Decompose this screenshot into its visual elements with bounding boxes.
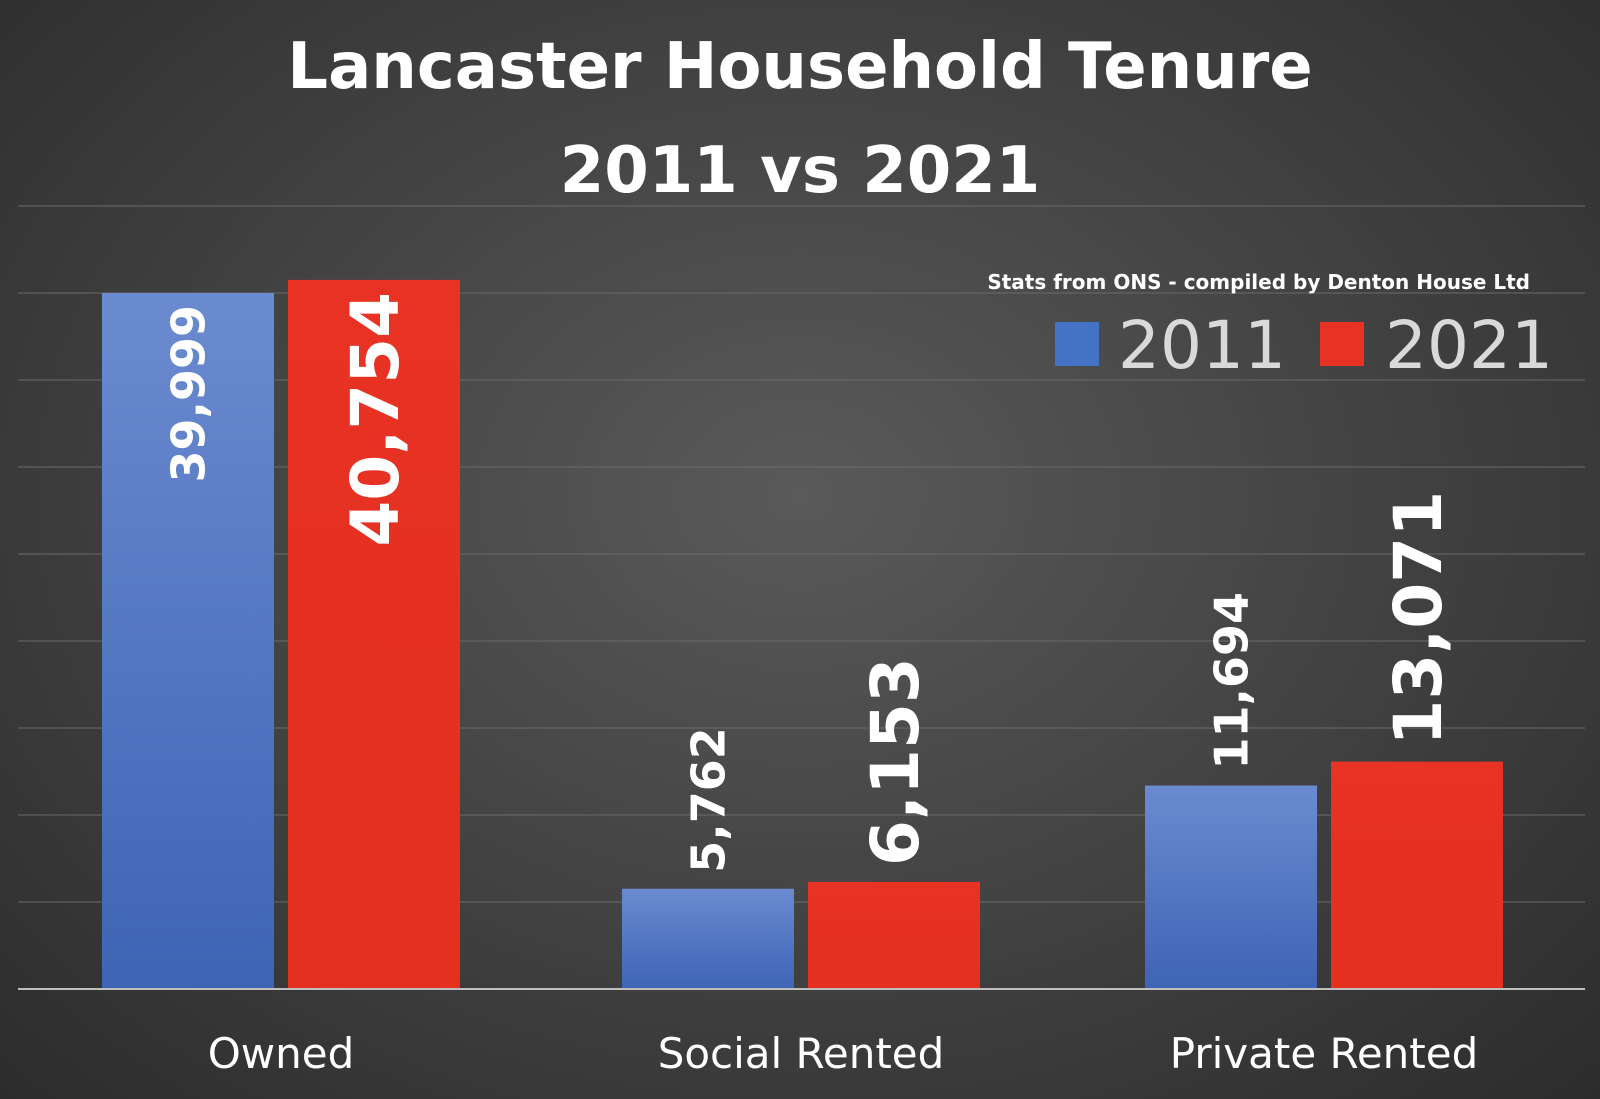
bar-2011-private-rented bbox=[1145, 786, 1317, 989]
category-labels: Owned Social Rented Private Rented bbox=[208, 1029, 1479, 1078]
legend-swatch-2011 bbox=[1055, 322, 1099, 366]
bar-2021-private-rented bbox=[1331, 762, 1503, 989]
data-label-2021-social-rented: 6,153 bbox=[857, 657, 934, 866]
source-note: Stats from ONS - compiled by Denton Hous… bbox=[987, 270, 1530, 294]
bar-2011-social-rented bbox=[622, 889, 794, 989]
chart-title: Lancaster Household Tenure bbox=[287, 30, 1312, 104]
legend: 2011 2021 bbox=[1055, 307, 1553, 384]
bar-2021-social-rented bbox=[808, 882, 980, 989]
chart-subtitle: 2011 vs 2021 bbox=[560, 134, 1041, 208]
legend-label-2011: 2011 bbox=[1118, 307, 1286, 384]
legend-swatch-2021 bbox=[1320, 322, 1364, 366]
data-label-2011-owned: 39,999 bbox=[162, 305, 216, 483]
category-label: Owned bbox=[208, 1029, 355, 1078]
data-label-2011-private-rented: 11,694 bbox=[1205, 592, 1259, 770]
data-label-2011-social-rented: 5,762 bbox=[682, 727, 736, 873]
category-label: Social Rented bbox=[658, 1029, 945, 1078]
data-label-2021-private-rented: 13,071 bbox=[1380, 491, 1457, 746]
legend-label-2021: 2021 bbox=[1385, 307, 1553, 384]
bars bbox=[102, 280, 1503, 989]
category-label: Private Rented bbox=[1170, 1029, 1479, 1078]
data-label-2021-owned: 40,754 bbox=[337, 292, 414, 547]
